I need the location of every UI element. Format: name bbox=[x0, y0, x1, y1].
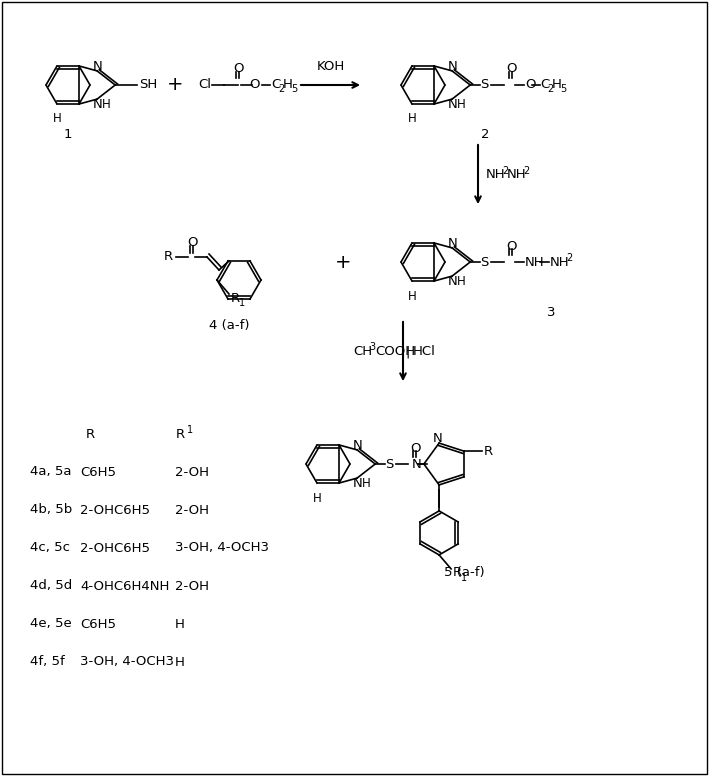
Text: SH: SH bbox=[139, 78, 157, 92]
Text: KOH: KOH bbox=[316, 60, 345, 73]
Text: 4 (a-f): 4 (a-f) bbox=[208, 320, 250, 332]
Text: 2: 2 bbox=[566, 253, 572, 263]
Text: N: N bbox=[93, 98, 103, 111]
Text: 3-OH, 4-OCH3: 3-OH, 4-OCH3 bbox=[80, 656, 174, 668]
Text: +: + bbox=[335, 252, 351, 272]
Text: 2-OH: 2-OH bbox=[175, 504, 209, 517]
Text: O: O bbox=[233, 63, 243, 75]
Text: 3: 3 bbox=[369, 342, 375, 352]
Text: N: N bbox=[353, 439, 363, 452]
Text: COOH: COOH bbox=[375, 345, 415, 358]
Text: O: O bbox=[410, 442, 420, 455]
Text: H: H bbox=[408, 289, 416, 303]
Text: R: R bbox=[231, 292, 240, 304]
Text: HCl: HCl bbox=[413, 345, 436, 358]
Text: CH: CH bbox=[353, 345, 372, 358]
Text: 2-OHC6H5: 2-OHC6H5 bbox=[80, 504, 150, 517]
Text: 4-OHC6H4NH: 4-OHC6H4NH bbox=[80, 580, 169, 593]
Text: S: S bbox=[480, 255, 489, 268]
Text: O: O bbox=[506, 63, 516, 75]
Text: H: H bbox=[283, 78, 293, 92]
Text: N: N bbox=[448, 98, 458, 111]
Text: |: | bbox=[406, 345, 411, 358]
Text: 3: 3 bbox=[547, 306, 555, 318]
Text: 4c, 5c: 4c, 5c bbox=[30, 542, 70, 555]
Text: R: R bbox=[175, 428, 184, 441]
Text: H: H bbox=[408, 113, 416, 126]
Text: 5: 5 bbox=[291, 84, 297, 94]
Text: Cl: Cl bbox=[198, 78, 211, 92]
Text: O: O bbox=[186, 235, 197, 248]
Text: O: O bbox=[506, 240, 516, 252]
Text: N: N bbox=[412, 458, 422, 470]
Text: H: H bbox=[313, 491, 321, 504]
Text: H: H bbox=[52, 113, 62, 126]
Text: N: N bbox=[448, 237, 458, 251]
Text: H: H bbox=[457, 98, 466, 111]
Text: 2-OHC6H5: 2-OHC6H5 bbox=[80, 542, 150, 555]
Text: 4d, 5d: 4d, 5d bbox=[30, 580, 72, 593]
Text: N: N bbox=[433, 431, 443, 445]
Text: 4a, 5a: 4a, 5a bbox=[30, 466, 72, 479]
Text: 2: 2 bbox=[278, 84, 284, 94]
Text: 1: 1 bbox=[461, 573, 467, 583]
Text: N: N bbox=[353, 476, 363, 490]
Text: N: N bbox=[448, 275, 458, 288]
Text: R: R bbox=[164, 251, 172, 264]
Text: H: H bbox=[101, 98, 111, 111]
Text: NH: NH bbox=[486, 168, 506, 181]
Text: 2: 2 bbox=[523, 165, 529, 175]
Text: 1: 1 bbox=[187, 425, 193, 435]
Text: O: O bbox=[249, 78, 259, 92]
Text: 4e, 5e: 4e, 5e bbox=[30, 618, 72, 630]
Text: N: N bbox=[93, 61, 103, 74]
Text: NH: NH bbox=[525, 255, 545, 268]
Text: NH: NH bbox=[507, 168, 527, 181]
Text: NH: NH bbox=[550, 255, 570, 268]
Text: H: H bbox=[362, 476, 371, 490]
Text: H: H bbox=[457, 275, 466, 288]
Text: H: H bbox=[175, 618, 185, 630]
Text: +: + bbox=[167, 75, 183, 95]
Text: 4b, 5b: 4b, 5b bbox=[30, 504, 72, 517]
Text: 2: 2 bbox=[547, 84, 554, 94]
Text: 2: 2 bbox=[502, 165, 508, 175]
Text: 5 (a-f): 5 (a-f) bbox=[444, 566, 484, 580]
Text: 1: 1 bbox=[64, 129, 72, 141]
Text: R: R bbox=[484, 445, 493, 458]
Text: 1: 1 bbox=[239, 298, 245, 308]
Text: 4f, 5f: 4f, 5f bbox=[30, 656, 65, 668]
Text: 2-OH: 2-OH bbox=[175, 580, 209, 593]
Text: S: S bbox=[480, 78, 489, 92]
Text: H: H bbox=[175, 656, 185, 668]
Text: C: C bbox=[271, 78, 280, 92]
Text: N: N bbox=[448, 61, 458, 74]
Text: 3-OH, 4-OCH3: 3-OH, 4-OCH3 bbox=[175, 542, 269, 555]
Text: C6H5: C6H5 bbox=[80, 618, 116, 630]
Text: 2-OH: 2-OH bbox=[175, 466, 209, 479]
Text: R: R bbox=[86, 428, 94, 441]
Text: O: O bbox=[525, 78, 536, 92]
Text: R: R bbox=[453, 566, 462, 580]
Text: 5: 5 bbox=[560, 84, 566, 94]
Text: S: S bbox=[385, 458, 393, 470]
Text: 2: 2 bbox=[481, 129, 489, 141]
Text: C6H5: C6H5 bbox=[80, 466, 116, 479]
Text: C: C bbox=[540, 78, 549, 92]
Text: H: H bbox=[552, 78, 562, 92]
